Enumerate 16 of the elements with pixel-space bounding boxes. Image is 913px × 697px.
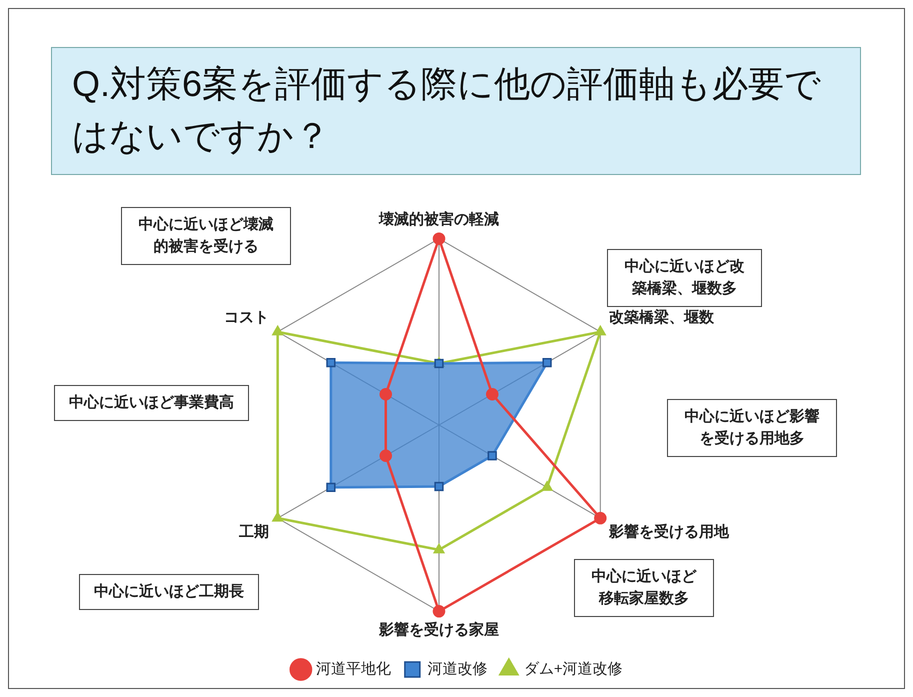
legend-label: 河道平地化 [316, 660, 391, 678]
text: 中心に近いほど改築橋梁、堰数多 [607, 249, 762, 307]
text: 中心に近いほど移転家屋数多 [574, 559, 714, 617]
text: 中心に近いほど壊滅的被害を受ける [121, 207, 291, 265]
spoke-label: 影響を受ける用地 [608, 523, 730, 540]
spoke-label: 影響を受ける家屋 [378, 620, 499, 638]
spoke-label: 改築橋梁、堰数 [609, 308, 715, 326]
text: 中心に近いほど影響を受ける用地多 [667, 399, 837, 457]
legend-label: ダム+河道改修 [524, 660, 623, 678]
legend-label: 河道改修 [427, 660, 488, 678]
spoke-label: 壊滅的被害の軽減 [378, 210, 499, 228]
text: 中心に近いほど事業費高 [54, 385, 249, 421]
chart-title: Q.対策6案を評価する際に他の評価軸も必要ではないですか？ [51, 47, 861, 175]
spoke-label: コスト [224, 308, 269, 326]
spoke-label: 工期 [238, 523, 269, 540]
text: 中心に近いほど工期長 [79, 574, 259, 610]
